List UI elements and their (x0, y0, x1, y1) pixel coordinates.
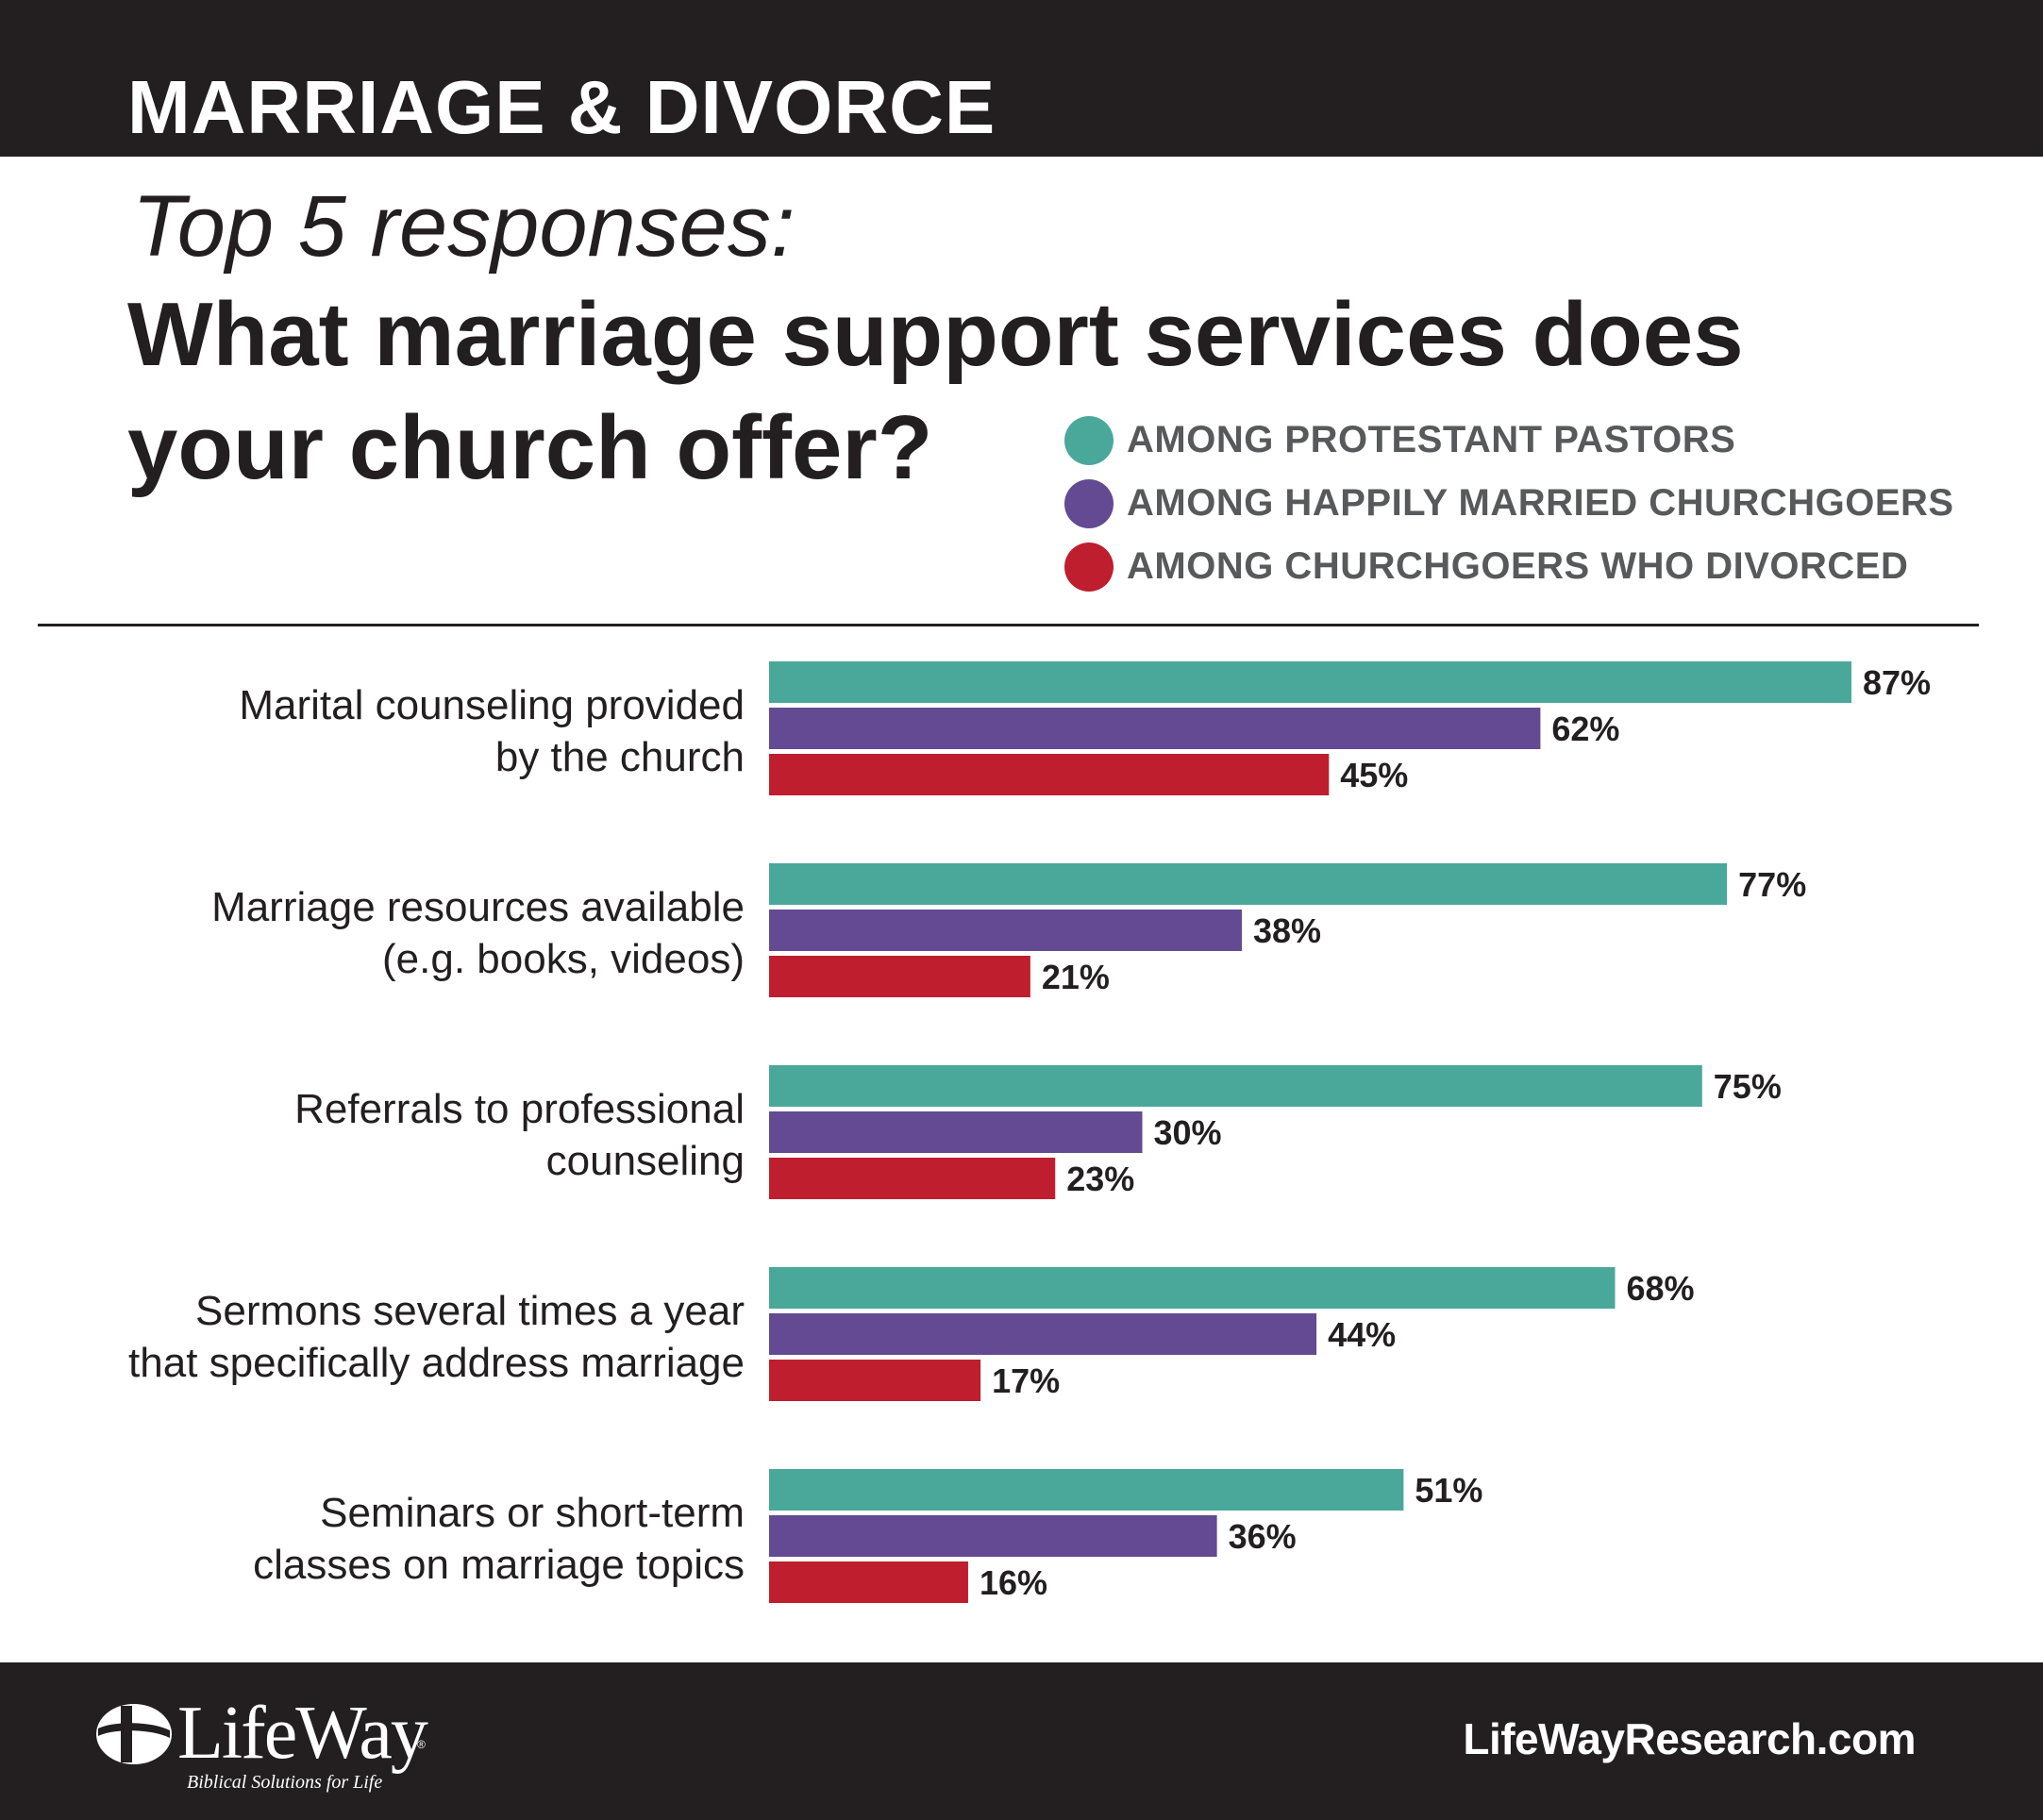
category-label: Referrals to professional counseling (294, 1086, 745, 1184)
bar (769, 1313, 1317, 1355)
website-link[interactable]: LifeWayResearch.com (1463, 1714, 1916, 1763)
bar (769, 1065, 1702, 1107)
data-label: 23% (1066, 1160, 1134, 1198)
bar (769, 1469, 1404, 1511)
legend: AMONG PROTESTANT PASTORS AMONG HAPPILY M… (1064, 409, 1954, 598)
lifeway-cross-icon (96, 1704, 172, 1764)
data-label: 45% (1340, 756, 1408, 794)
category-label: Seminars or short-term classes on marriag… (253, 1490, 745, 1588)
bar (769, 661, 1851, 703)
legend-swatch-divorced (1064, 542, 1114, 592)
category-label: Sermons several times a year that specifi… (128, 1288, 745, 1386)
data-label: 87% (1863, 663, 1931, 702)
chart-title: What marriage support services does your… (127, 284, 1744, 498)
bar (769, 1267, 1616, 1309)
legend-item-divorced: AMONG CHURCHGOERS WHO DIVORCED (1064, 535, 1954, 598)
bar (769, 1561, 968, 1603)
chart-subtitle: Top 5 responses: (132, 178, 795, 275)
bar (769, 1360, 981, 1401)
bar (769, 1515, 1217, 1557)
logo-tagline: Biblical Solutions for Life (187, 1772, 383, 1793)
category-title: MARRIAGE & DIVORCE (127, 65, 996, 149)
logo-registered-mark: ® (417, 1738, 426, 1751)
data-label: 30% (1154, 1113, 1222, 1152)
bar (769, 754, 1330, 795)
data-label: 44% (1328, 1315, 1396, 1354)
legend-swatch-married (1064, 478, 1114, 528)
data-label: 38% (1253, 911, 1321, 950)
lifeway-logo: LifeWay ® Biblical Solutions for Life (94, 1691, 472, 1795)
legend-label: AMONG PROTESTANT PASTORS (1127, 419, 1736, 460)
legend-label: AMONG HAPPILY MARRIED CHURCHGOERS (1127, 482, 1954, 524)
data-label: 17% (992, 1361, 1060, 1400)
category-label: Marriage resources available (e.g. books,… (211, 884, 745, 982)
footer-bar: LifeWay ® Biblical Solutions for Life Li… (0, 1662, 2043, 1820)
data-label: 75% (1714, 1067, 1782, 1106)
bar (769, 956, 1030, 997)
legend-swatch-pastors (1064, 415, 1114, 465)
data-label: 62% (1551, 710, 1619, 748)
data-label: 16% (980, 1563, 1047, 1602)
bar (769, 1158, 1056, 1199)
bar (769, 910, 1242, 951)
data-label: 51% (1415, 1471, 1482, 1510)
legend-item-pastors: AMONG PROTESTANT PASTORS (1064, 409, 1954, 472)
data-label: 36% (1229, 1517, 1297, 1556)
data-label: 21% (1042, 958, 1110, 996)
category-label: Marital counseling provided by the church (239, 682, 745, 780)
bar (769, 708, 1541, 749)
logo-wordmark: LifeWay (177, 1692, 428, 1775)
data-label: 68% (1627, 1269, 1695, 1308)
divider-rule (38, 624, 1979, 626)
bar (769, 1111, 1143, 1153)
bar (769, 863, 1728, 905)
data-label: 77% (1738, 865, 1806, 904)
bar-chart: Marital counseling provided by the church… (128, 661, 1931, 1603)
header-bar: MARRIAGE & DIVORCE (0, 0, 2043, 157)
legend-item-married: AMONG HAPPILY MARRIED CHURCHGOERS (1064, 472, 1954, 535)
legend-label: AMONG CHURCHGOERS WHO DIVORCED (1127, 545, 1909, 587)
